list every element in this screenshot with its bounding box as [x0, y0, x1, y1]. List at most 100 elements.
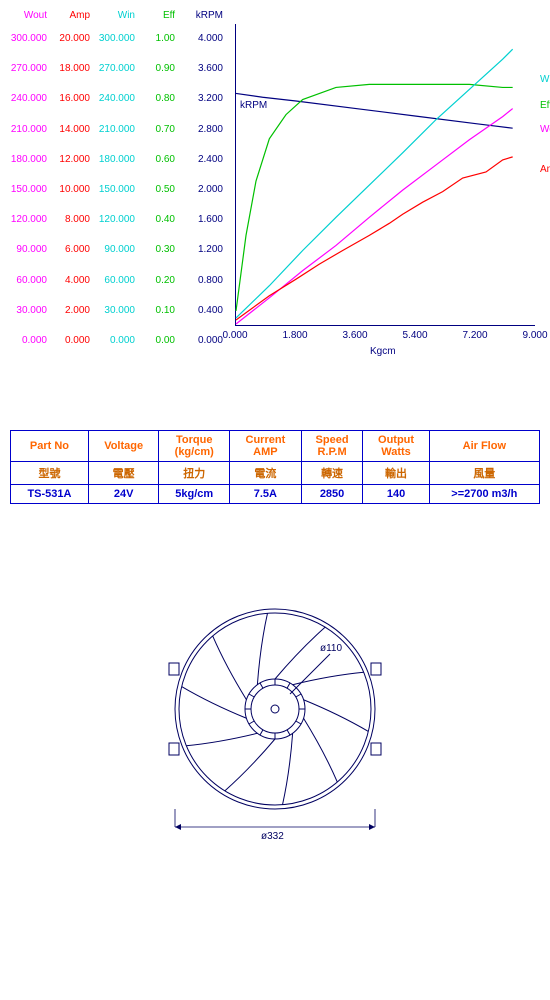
y-axis-header-eff: Eff: [145, 10, 175, 24]
y-tick: 0.000: [50, 326, 90, 356]
y-tick: 120.000: [5, 205, 47, 235]
x-tick: 7.200: [462, 330, 487, 341]
hub-spoke: [260, 730, 263, 735]
y-axis-krpm: kRPM4.0003.6003.2002.8002.4002.0001.6001…: [185, 10, 223, 356]
table-header-en: Part NoVoltageTorque(kg/cm)CurrentAMPSpe…: [11, 431, 540, 462]
series-label-eff: Eff: [540, 100, 550, 111]
y-tick: 3.600: [185, 54, 223, 84]
col-header-zh: 電壓: [88, 462, 158, 485]
y-tick: 0.00: [145, 326, 175, 356]
y-tick: 60.000: [93, 266, 135, 296]
fan-blade: [304, 700, 369, 732]
plot-area: [235, 24, 535, 326]
dim-label-hub: ø110: [320, 643, 342, 654]
x-tick: 5.400: [402, 330, 427, 341]
y-tick: 14.000: [50, 115, 90, 145]
y-tick: 0.10: [145, 296, 175, 326]
y-tick: 2.000: [185, 175, 223, 205]
table-header-zh: 型號電壓扭力電流轉速輸出風量: [11, 462, 540, 485]
y-tick: 4.000: [185, 24, 223, 54]
y-tick: 4.000: [50, 266, 90, 296]
col-header-zh: 扭力: [159, 462, 230, 485]
y-tick: 30.000: [5, 296, 47, 326]
x-tick: 3.600: [342, 330, 367, 341]
fan-center: [271, 705, 279, 713]
col-header-zh: 電流: [230, 462, 302, 485]
table-cell: 5kg/cm: [159, 485, 230, 504]
y-tick: 3.200: [185, 84, 223, 114]
col-header-zh: 型號: [11, 462, 89, 485]
table-cell: 24V: [88, 485, 158, 504]
y-tick: 240.000: [5, 84, 47, 114]
y-tick: 0.50: [145, 175, 175, 205]
y-tick: 300.000: [5, 24, 47, 54]
col-header-en: Air Flow: [429, 431, 539, 462]
y-tick: 2.800: [185, 115, 223, 145]
hub-spoke: [249, 694, 254, 697]
hub-spoke: [287, 683, 290, 688]
fan-drawing: ø110ø332: [0, 594, 550, 857]
fan-svg: ø110ø332: [145, 594, 405, 854]
col-header-en: Torque(kg/cm): [159, 431, 230, 462]
fan-blade: [182, 687, 247, 719]
y-tick: 90.000: [93, 235, 135, 265]
y-tick: 0.90: [145, 54, 175, 84]
series-label-amp: Amp: [540, 164, 550, 175]
y-tick: 150.000: [5, 175, 47, 205]
fan-blade: [186, 733, 257, 745]
y-tick: 1.600: [185, 205, 223, 235]
fan-blade: [225, 739, 275, 791]
spec-table: Part NoVoltageTorque(kg/cm)CurrentAMPSpe…: [10, 430, 540, 504]
y-axis-header-win: Win: [93, 10, 135, 24]
y-tick: 18.000: [50, 54, 90, 84]
y-tick: 0.80: [145, 84, 175, 114]
series-line-wout: [236, 109, 513, 324]
y-tick: 120.000: [93, 205, 135, 235]
series-line-krpm: [236, 93, 513, 128]
col-header-en: OutputWatts: [363, 431, 429, 462]
y-tick: 0.70: [145, 115, 175, 145]
y-tick: 0.60: [145, 145, 175, 175]
y-tick: 16.000: [50, 84, 90, 114]
fan-blade: [283, 733, 293, 804]
x-tick: 1.800: [282, 330, 307, 341]
y-axis-header-wout: Wout: [5, 10, 47, 24]
fan-blade: [293, 672, 364, 684]
table-cell: TS-531A: [11, 485, 89, 504]
col-header-en: CurrentAMP: [230, 431, 302, 462]
y-axis-win: Win300.000270.000240.000210.000180.00015…: [93, 10, 135, 356]
y-tick: 30.000: [93, 296, 135, 326]
fan-blade: [275, 627, 325, 679]
y-tick: 0.40: [145, 205, 175, 235]
y-tick: 150.000: [93, 175, 135, 205]
y-tick: 270.000: [5, 54, 47, 84]
mount-tab: [169, 743, 179, 755]
x-tick: 0.000: [222, 330, 247, 341]
dim-leader-hub: [290, 654, 330, 694]
y-tick: 2.400: [185, 145, 223, 175]
col-header-en: SpeedR.P.M: [301, 431, 363, 462]
table-cell: >=2700 m3/h: [429, 485, 539, 504]
col-header-zh: 風量: [429, 462, 539, 485]
y-tick: 1.00: [145, 24, 175, 54]
y-tick: 0.20: [145, 266, 175, 296]
fan-outer-ring-inner: [179, 613, 371, 805]
mount-tab: [371, 663, 381, 675]
y-tick: 0.30: [145, 235, 175, 265]
series-line-amp: [236, 157, 513, 320]
mount-tab: [169, 663, 179, 675]
series-line-win: [236, 49, 513, 318]
y-axis-amp: Amp20.00018.00016.00014.00012.00010.0008…: [50, 10, 90, 356]
col-header-en: Part No: [11, 431, 89, 462]
col-header-en: Voltage: [88, 431, 158, 462]
table-row: TS-531A24V5kg/cm7.5A2850140>=2700 m3/h: [11, 485, 540, 504]
y-tick: 300.000: [93, 24, 135, 54]
hub-spoke: [249, 721, 254, 724]
hub-spoke: [296, 721, 301, 724]
y-tick: 10.000: [50, 175, 90, 205]
chart-lines: [236, 24, 536, 326]
series-label-win: Win: [540, 74, 550, 85]
y-tick: 210.000: [93, 115, 135, 145]
table-cell: 2850: [301, 485, 363, 504]
y-tick: 210.000: [5, 115, 47, 145]
